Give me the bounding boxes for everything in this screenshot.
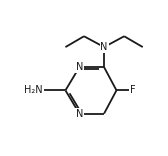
Text: H₂N: H₂N <box>24 85 43 95</box>
Text: F: F <box>130 85 135 95</box>
Text: N: N <box>100 42 108 52</box>
Text: N: N <box>76 109 83 119</box>
Text: N: N <box>76 62 83 72</box>
